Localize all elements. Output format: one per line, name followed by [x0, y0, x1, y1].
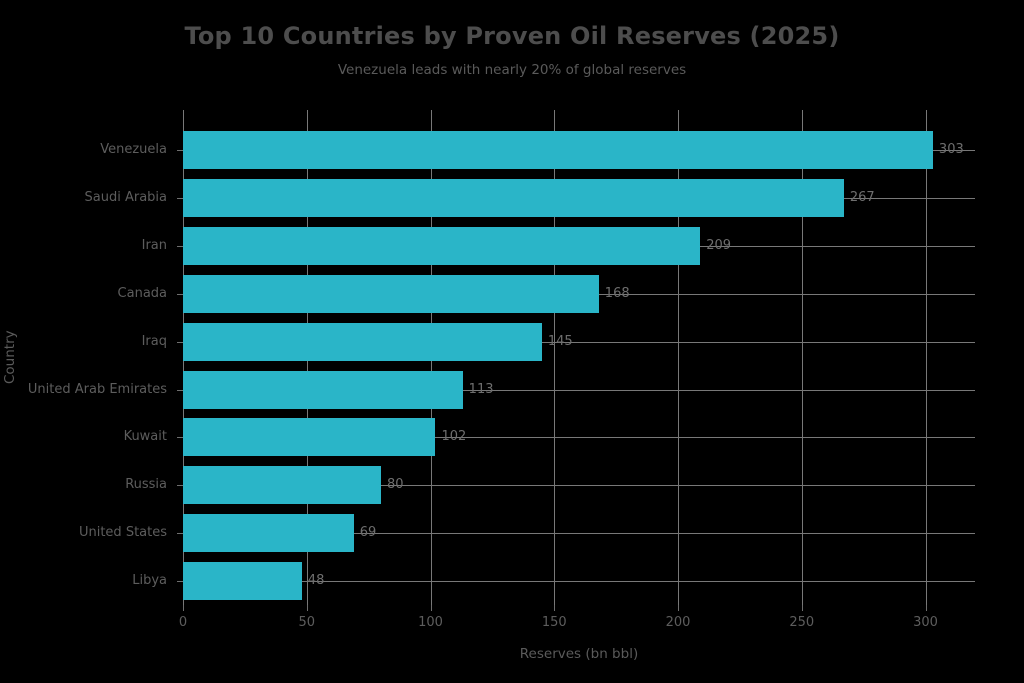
x-axis-tick-mark [306, 605, 308, 611]
vertical-gridline [801, 110, 803, 605]
x-axis-tick-mark [183, 605, 184, 611]
x-axis-tick-mark [925, 605, 927, 611]
x-axis-tick-label: 0 [178, 615, 188, 630]
y-axis-category-labels: Venezuela Saudi Arabia Iran Canada Iraq Unite… [0, 110, 175, 605]
y-axis-tick-label: Russia [125, 477, 167, 493]
chart-subtitle: Venezuela leads with nearly 20% of globa… [337, 62, 687, 78]
y-axis-tick-label: Kuwait [123, 429, 167, 445]
bar-iran [183, 226, 701, 265]
x-axis-tick-label: 50 [298, 615, 316, 630]
bar-value-label: 113 [468, 381, 494, 397]
y-axis-tick-label: Canada [117, 285, 167, 301]
bar-value-label: 303 [938, 142, 964, 157]
y-axis-tick-mark [177, 150, 183, 151]
bar-value-label: 168 [604, 285, 630, 301]
bar-libya [183, 562, 302, 601]
x-axis-tick-mark [678, 605, 679, 611]
bar-saudi-arabia [183, 178, 844, 217]
x-axis-tick-mark [554, 605, 556, 611]
bar-value-label: 267 [849, 189, 875, 205]
bar-value-label: 80 [387, 477, 404, 493]
vertical-gridline [554, 110, 556, 605]
y-axis-tick-label: Saudi Arabia [84, 189, 168, 205]
x-axis-tick-label: 200 [665, 615, 691, 630]
y-axis-tick-label: Iraq [141, 333, 167, 349]
y-axis-tick-mark [177, 197, 183, 199]
x-axis-tick-label: 150 [541, 615, 567, 630]
y-axis-tick-label: Libya [132, 573, 167, 589]
y-axis-tick-label: Venezuela [100, 142, 167, 157]
horizontal-gridline [183, 581, 975, 583]
x-axis-tick-mark [430, 605, 432, 611]
y-axis-tick-label: United States [78, 525, 167, 541]
y-axis-tick-mark [177, 389, 183, 391]
bar-united-states [183, 514, 354, 553]
plot-area: 0 50 100 150 200 250 300 303 267 209 168 145 113 102 8… [177, 110, 975, 630]
horizontal-gridline [183, 533, 975, 535]
x-axis-tick-label: 300 [913, 615, 938, 630]
y-axis-tick-label: Iran [141, 237, 167, 253]
y-axis-tick-mark [177, 533, 183, 535]
x-axis-tick-label: 250 [789, 615, 815, 630]
bar-canada [183, 274, 599, 313]
y-axis-tick-mark [177, 293, 183, 295]
chart-title: Top 10 Countries by Proven Oil Reserves … [184, 22, 840, 50]
x-axis-tick-label: 100 [418, 615, 443, 630]
bar-value-label: 48 [307, 573, 325, 589]
bar-value-label: 145 [547, 333, 573, 349]
y-axis-tick-mark [177, 485, 183, 487]
bar-russia [183, 466, 381, 505]
bar-value-label: 69 [359, 525, 377, 541]
horizontal-gridline [183, 437, 975, 439]
vertical-gridline [678, 110, 679, 605]
horizontal-gridline [183, 389, 975, 391]
x-axis-label: Reserves (bn bbl) [519, 646, 639, 662]
bar-kuwait [183, 418, 436, 457]
horizontal-gridline [183, 341, 975, 343]
bar-value-label: 102 [441, 429, 467, 445]
bar-value-label: 209 [706, 237, 732, 253]
bar-venezuela [183, 131, 933, 169]
y-axis-tick-label: United Arab Emirates [27, 381, 167, 397]
y-axis-tick-mark [177, 341, 183, 343]
bar-iraq [183, 322, 542, 361]
vertical-gridline [925, 110, 927, 605]
y-axis-tick-mark [177, 581, 183, 583]
y-axis-tick-mark [177, 245, 183, 247]
x-axis-tick-mark [801, 605, 803, 611]
y-axis-tick-mark [177, 437, 183, 439]
horizontal-gridline [183, 485, 975, 487]
bar-united-arab-emirates [183, 370, 463, 409]
